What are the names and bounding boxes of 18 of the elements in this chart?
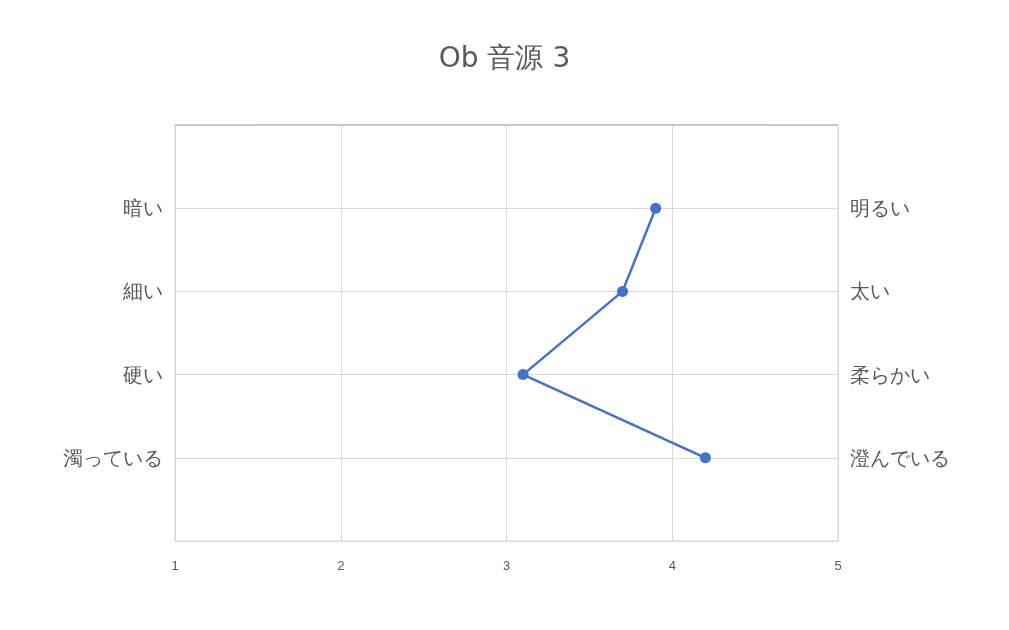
y2-tick-label: 澄んでいる: [850, 445, 950, 470]
y2-tick-label: 明るい: [850, 196, 910, 221]
y-tick-label: 硬い: [123, 362, 163, 387]
y-tick-label: 濁っている: [63, 445, 163, 470]
x-tick-label: 1: [171, 558, 179, 573]
x-tick-label: 2: [337, 558, 345, 573]
chart-title: Ob 音源 3: [438, 40, 571, 74]
point: [517, 369, 529, 381]
point: [617, 285, 629, 297]
x-tick-label: 4: [668, 558, 676, 573]
x-tick-label: 3: [502, 558, 511, 573]
y2-tick-label: 柔らかい: [850, 362, 930, 387]
point: [699, 452, 711, 464]
y-tick-label: 細い: [122, 279, 163, 304]
x-tick-label: 5: [834, 558, 842, 573]
y-tick-label: 暗い: [123, 196, 163, 221]
point: [650, 202, 662, 214]
y2-tick-label: 太い: [850, 279, 890, 304]
